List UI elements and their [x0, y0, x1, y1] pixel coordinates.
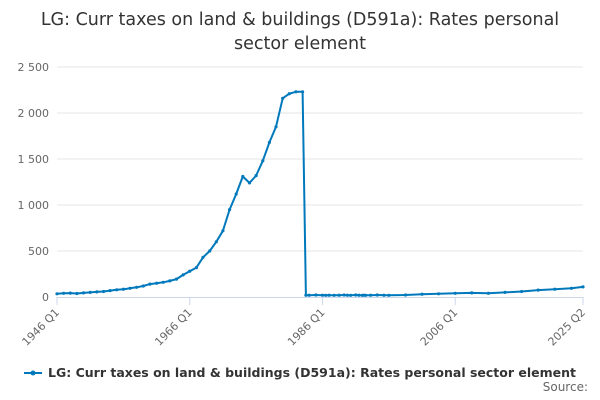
- data-point: [241, 174, 245, 179]
- data-point: [128, 286, 132, 290]
- x-tick-label: 2025 Q2: [546, 306, 589, 349]
- data-point: [357, 293, 361, 297]
- data-point: [581, 285, 585, 289]
- gridlines: [57, 66, 583, 252]
- data-point: [174, 277, 179, 281]
- data-point: [520, 289, 524, 294]
- data-point: [304, 293, 308, 297]
- data-point: [62, 291, 66, 295]
- data-point: [301, 90, 305, 94]
- data-point: [115, 288, 119, 292]
- data-point: [95, 290, 99, 294]
- data-point: [337, 293, 341, 297]
- data-point: [261, 159, 265, 163]
- data-point: [274, 125, 278, 129]
- data-point: [369, 293, 373, 297]
- data-point: [287, 92, 291, 96]
- data-point: [181, 273, 185, 277]
- x-tick-label: 1966 Q1: [152, 306, 195, 349]
- data-point: [88, 290, 92, 294]
- data-point: [553, 287, 557, 291]
- legend[interactable]: LG: Curr taxes on land & buildings (D591…: [24, 365, 576, 380]
- data-point: [188, 269, 192, 273]
- data-point: [161, 280, 165, 284]
- data-point: [135, 285, 139, 289]
- data-point: [281, 96, 285, 100]
- data-point: [81, 291, 86, 295]
- y-tick-label: 1 000: [18, 199, 50, 212]
- data-point: [108, 289, 112, 293]
- y-tick-label: 0: [42, 291, 49, 304]
- data-point: [75, 291, 79, 296]
- y-tick-label: 2 000: [18, 107, 50, 120]
- data-point: [214, 240, 218, 244]
- data-point: [148, 282, 152, 286]
- series-layer: [55, 90, 585, 297]
- data-point: [314, 293, 318, 297]
- x-axis: 1946 Q1 1966 Q1 1986 Q1 2006 Q1 2025 Q2: [20, 297, 589, 349]
- data-point: [68, 291, 72, 295]
- data-point: [320, 293, 325, 297]
- data-point: [382, 293, 386, 297]
- data-point: [536, 288, 540, 292]
- data-point: [234, 192, 238, 196]
- data-point: [375, 293, 379, 297]
- data-point: [345, 293, 349, 297]
- x-tick-label: 1946 Q1: [20, 306, 63, 349]
- data-point: [208, 249, 212, 253]
- data-point: [228, 208, 232, 212]
- data-point: [55, 292, 59, 296]
- data-point: [194, 266, 198, 270]
- data-point: [247, 181, 252, 185]
- legend-label: LG: Curr taxes on land & buildings (D591…: [48, 365, 576, 380]
- data-point: [342, 293, 346, 297]
- data-point: [307, 293, 311, 297]
- data-point: [569, 286, 574, 290]
- data-point: [364, 293, 368, 297]
- data-point: [503, 290, 507, 294]
- data-point: [437, 292, 441, 296]
- data-point: [332, 293, 336, 297]
- data-point: [201, 255, 205, 259]
- series-line: [56, 90, 584, 297]
- data-point: [403, 293, 408, 297]
- data-point: [121, 287, 125, 291]
- y-axis: 0 500 1 000 1 500 2 000 2 500: [18, 61, 50, 304]
- data-point: [267, 140, 271, 144]
- data-point: [141, 284, 145, 288]
- data-point: [221, 229, 225, 233]
- x-tick-label: 2006 Q1: [418, 306, 461, 349]
- y-tick-label: 2 500: [18, 61, 50, 74]
- data-point: [387, 293, 391, 297]
- source-label: Source:: [542, 380, 588, 394]
- data-point: [155, 281, 159, 285]
- data-point: [327, 293, 331, 297]
- data-point: [254, 174, 258, 178]
- data-point: [324, 293, 328, 297]
- data-point: [486, 291, 490, 295]
- data-point: [354, 293, 358, 297]
- data-point: [470, 291, 474, 295]
- data-point: [101, 289, 106, 294]
- data-point: [168, 279, 172, 283]
- data-point: [294, 90, 298, 94]
- data-point: [420, 292, 424, 296]
- y-tick-label: 500: [28, 245, 49, 258]
- chart-title: LG: Curr taxes on land & buildings (D591…: [40, 10, 560, 54]
- legend-symbol-marker: [30, 370, 36, 376]
- data-point: [349, 293, 353, 297]
- x-tick-label: 1986 Q1: [285, 306, 328, 349]
- y-tick-label: 1 500: [18, 153, 50, 166]
- data-point: [453, 291, 457, 295]
